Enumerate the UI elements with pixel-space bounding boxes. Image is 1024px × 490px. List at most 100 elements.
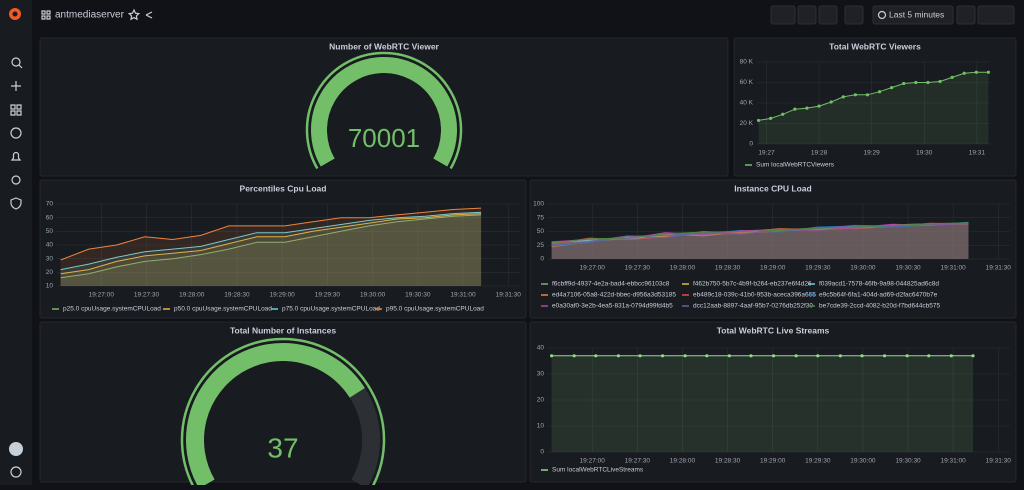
legend-label: ed4a7106-05a8-422d-bbec-d956a3d53185	[552, 292, 676, 299]
data-point	[805, 106, 809, 110]
search-icon-handle	[18, 64, 23, 69]
dashboard-title[interactable]: antmediaserver	[55, 10, 125, 21]
y-tick-label: 30	[537, 371, 545, 378]
series-area	[551, 223, 969, 259]
y-tick-label: 25	[537, 242, 545, 249]
data-point	[683, 354, 687, 358]
y-tick-label: 30	[46, 255, 54, 262]
legend-label: p75.0 cpuUsage.systemCPULoad	[282, 306, 380, 313]
data-point	[829, 100, 833, 104]
x-tick-label: 19:29:30	[805, 458, 831, 465]
zoom-out-button[interactable]	[956, 5, 976, 25]
data-point	[902, 81, 906, 86]
x-tick-label: 19:31:00	[940, 265, 966, 272]
add-panel-button[interactable]	[770, 5, 796, 25]
y-tick-label: 50	[46, 228, 54, 235]
x-tick-label: 19:27:00	[580, 265, 606, 272]
data-point	[853, 93, 857, 97]
data-point	[838, 354, 842, 358]
legend-label: eb489c18-039c-41b0-953b-aceca396a665	[693, 292, 816, 299]
series-line	[551, 222, 969, 244]
x-tick-label: 19:31	[969, 150, 986, 157]
y-tick-label: 100	[533, 201, 544, 208]
refresh-button[interactable]	[977, 5, 1015, 25]
data-point	[926, 80, 930, 85]
series-line	[60, 211, 482, 271]
y-tick-label: 40	[46, 242, 54, 249]
settings-button[interactable]	[818, 5, 838, 25]
dashboards-icon[interactable]	[10, 104, 22, 116]
save-button[interactable]	[797, 5, 817, 25]
x-tick-label: 19:29:00	[760, 458, 786, 465]
data-point	[986, 70, 991, 74]
y-tick-label: 20 K	[740, 120, 754, 127]
y-tick-label: 40 K	[740, 100, 754, 107]
search-icon[interactable]	[11, 57, 21, 67]
x-tick-label: 19:31:30	[496, 292, 522, 299]
panel-title: Total Number of Instances	[230, 325, 336, 335]
data-point	[971, 354, 975, 358]
legend-label: Sum localWebRTCViewers	[756, 162, 835, 169]
dashboard-icon	[41, 10, 51, 20]
gauge-value-arc	[311, 57, 457, 167]
data-point	[905, 354, 909, 358]
data-point	[781, 112, 785, 116]
toolbar: Last 5 minutes	[770, 5, 1015, 25]
x-tick-label: 19:28	[811, 150, 828, 157]
legend-label: be7cde39-2ccd-4082-b20d-f7bd644cb575	[819, 303, 940, 310]
tv-mode-button[interactable]	[844, 5, 864, 25]
panel	[39, 321, 527, 483]
x-tick-label: 19:29:00	[270, 292, 296, 299]
user-avatar[interactable]	[9, 442, 23, 456]
series-area	[60, 214, 482, 286]
data-point	[793, 107, 797, 111]
x-tick-label: 19:28:30	[224, 292, 250, 299]
x-tick-label: 19:31:00	[450, 292, 476, 299]
legend-label: f462b750-5b7c-4b9f-b264-eb237e6f4d26	[693, 281, 812, 288]
data-point	[949, 354, 953, 358]
x-tick-label: 19:30:30	[895, 265, 921, 272]
data-point	[877, 90, 882, 94]
data-point	[705, 354, 709, 358]
data-point	[865, 93, 870, 97]
x-tick-label: 19:28:00	[179, 292, 205, 299]
y-tick-label: 10	[537, 423, 545, 430]
help-icon[interactable]	[10, 466, 22, 478]
admin-icon[interactable]	[10, 197, 22, 210]
legend-label: f6cbff9d-4937-4e2a-bad4-ebbcc96103c8	[552, 281, 670, 288]
x-tick-label: 19:29	[864, 150, 881, 157]
alerting-icon[interactable]	[10, 151, 22, 161]
data-point	[638, 354, 642, 358]
data-point	[817, 104, 821, 108]
legend-label: p25.0 cpuUsage.systemCPULoad	[63, 306, 161, 313]
x-tick-label: 19:30:00	[850, 458, 876, 465]
x-tick-label: 19:27:00	[580, 458, 606, 465]
series-area	[60, 212, 482, 286]
series-area	[758, 72, 989, 144]
legend-label: e0a30af0-3e2b-4ea5-831a-0794d99fd4b5	[552, 303, 673, 310]
x-tick-label: 19:28:00	[670, 265, 696, 272]
legend-label: Sum localWebRTCLiveStreams	[552, 467, 644, 474]
legend-label: dcc12aab-8897-4aaf-95b7-0276db252f30	[693, 303, 813, 310]
star-button[interactable]	[127, 8, 141, 21]
x-tick-label: 19:28:30	[715, 265, 741, 272]
time-picker[interactable]	[872, 5, 954, 25]
gauge-threshold	[305, 51, 463, 170]
settings-icon[interactable]	[11, 175, 21, 185]
legend-label: f039acd1-7578-46fb-9a98-044825ad6c8d	[819, 281, 939, 288]
data-point	[727, 354, 731, 358]
clock-icon	[877, 10, 887, 20]
explore-icon[interactable]	[10, 127, 22, 139]
add-icon[interactable]	[11, 81, 21, 91]
share-button[interactable]	[145, 11, 153, 19]
x-tick-label: 19:27:30	[625, 458, 651, 465]
y-tick-label: 10	[46, 283, 54, 290]
gauge-value: 37	[267, 432, 298, 463]
gauge-threshold	[180, 337, 386, 490]
data-point	[550, 354, 554, 358]
series-area	[551, 222, 969, 259]
y-tick-label: 75	[537, 214, 545, 221]
y-tick-label: 60	[46, 214, 54, 221]
x-tick-label: 19:27:30	[134, 292, 160, 299]
panel-title: Percentiles Cpu Load	[240, 183, 327, 193]
